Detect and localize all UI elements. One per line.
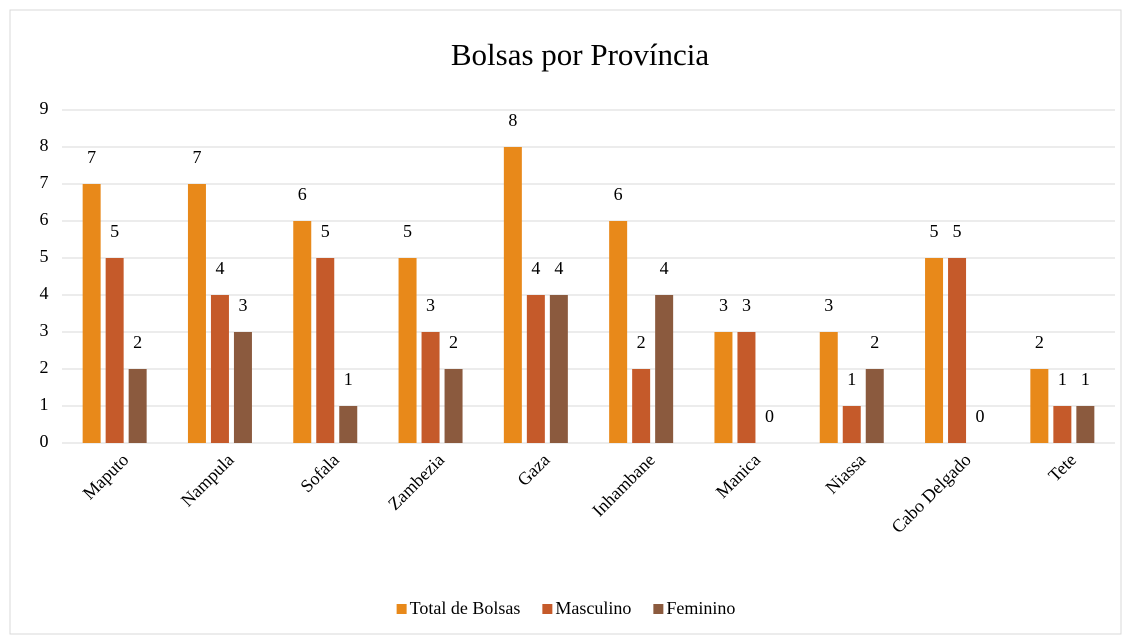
bar: [549, 295, 568, 443]
bar: [948, 258, 967, 443]
data-label: 3: [824, 295, 833, 315]
data-label: 5: [403, 221, 412, 241]
legend-swatch: [542, 604, 553, 614]
bar: [128, 369, 147, 443]
y-tick-label: 1: [40, 394, 49, 414]
data-label: 1: [1081, 369, 1090, 389]
data-label: 6: [614, 184, 623, 204]
bar: [526, 295, 545, 443]
data-label: 2: [133, 332, 142, 352]
y-tick-label: 6: [40, 209, 49, 229]
bar: [632, 369, 651, 443]
y-tick-label: 8: [40, 135, 49, 155]
legend-label: Total de Bolsas: [410, 598, 521, 618]
y-tick-label: 0: [40, 431, 49, 451]
data-label: 5: [930, 221, 939, 241]
data-label: 2: [449, 332, 458, 352]
data-label: 4: [660, 258, 669, 278]
data-label: 0: [976, 406, 985, 426]
data-label: 1: [847, 369, 856, 389]
bar: [316, 258, 335, 443]
bar: [737, 332, 756, 443]
legend-swatch: [653, 604, 664, 614]
data-label: 2: [870, 332, 879, 352]
data-label: 3: [238, 295, 247, 315]
legend-label: Feminino: [666, 598, 735, 618]
data-label: 2: [637, 332, 646, 352]
data-label: 0: [765, 406, 774, 426]
y-tick-label: 3: [40, 320, 49, 340]
data-label: 5: [953, 221, 962, 241]
bar: [714, 332, 733, 443]
bar: [187, 184, 206, 443]
bar: [1053, 406, 1072, 443]
bar: [398, 258, 417, 443]
data-label: 6: [298, 184, 307, 204]
data-label: 5: [110, 221, 119, 241]
bar: [865, 369, 884, 443]
bar: [842, 406, 861, 443]
data-label: 3: [742, 295, 751, 315]
data-label: 4: [531, 258, 540, 278]
bar: [105, 258, 124, 443]
bar: [819, 332, 838, 443]
y-tick-label: 7: [40, 172, 49, 192]
data-label: 7: [192, 147, 201, 167]
data-label: 1: [1058, 369, 1067, 389]
bar: [1076, 406, 1095, 443]
data-label: 8: [508, 110, 517, 130]
bar: [444, 369, 463, 443]
bar: [210, 295, 229, 443]
bar: [503, 147, 522, 443]
bar: [293, 221, 312, 443]
bar: [233, 332, 252, 443]
data-label: 5: [321, 221, 330, 241]
data-label: 3: [426, 295, 435, 315]
bar: [609, 221, 628, 443]
bar: [655, 295, 674, 443]
legend-label: Masculino: [555, 598, 631, 618]
bar: [82, 184, 101, 443]
bar: [421, 332, 440, 443]
bar: [925, 258, 944, 443]
data-label: 2: [1035, 332, 1044, 352]
data-label: 7: [87, 147, 96, 167]
y-tick-label: 5: [40, 246, 49, 266]
bar: [339, 406, 358, 443]
data-label: 1: [344, 369, 353, 389]
y-tick-label: 9: [40, 98, 49, 118]
data-label: 4: [554, 258, 563, 278]
data-label: 4: [215, 258, 224, 278]
data-label: 3: [719, 295, 728, 315]
chart-title: Bolsas por Província: [451, 37, 710, 72]
y-tick-label: 2: [40, 357, 49, 377]
legend-swatch: [396, 604, 407, 614]
y-tick-label: 4: [40, 283, 49, 303]
bar: [1030, 369, 1049, 443]
